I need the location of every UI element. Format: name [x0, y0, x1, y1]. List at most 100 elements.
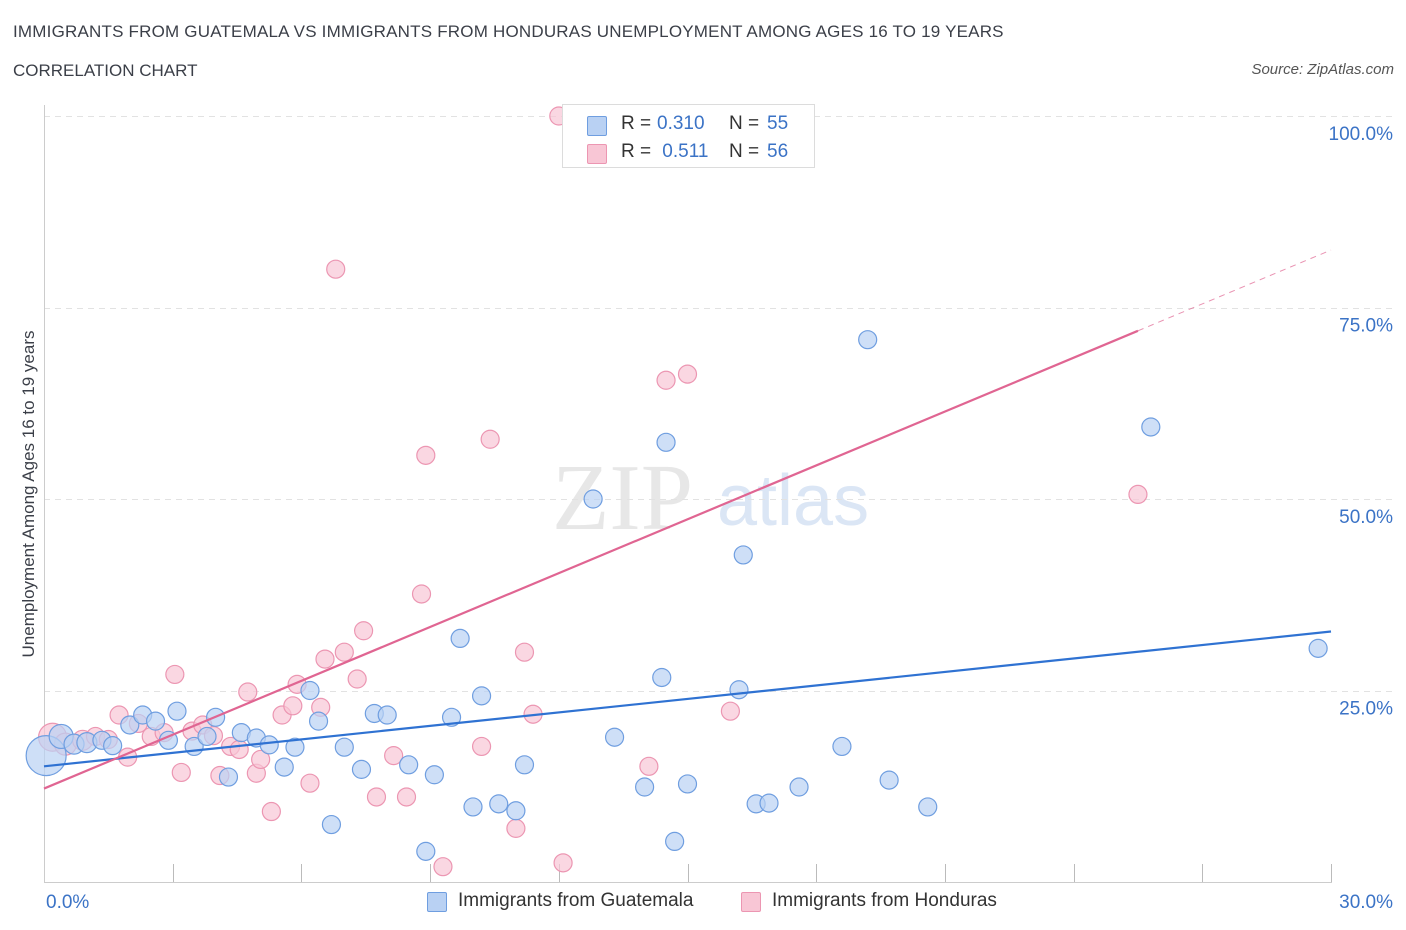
x-axis-tick-labels: 0.0% 30.0% [46, 892, 1393, 913]
x-tick-label: 30.0% [1339, 892, 1393, 913]
guatemala-point [197, 726, 217, 747]
guatemala-point [351, 759, 372, 779]
honduras-point [251, 749, 271, 770]
honduras-point [656, 370, 676, 390]
watermark-zip: ZIP [552, 446, 693, 550]
honduras-point [514, 642, 535, 662]
r-label: R = [621, 113, 652, 134]
honduras-swatch [587, 144, 607, 164]
honduras-point [165, 664, 185, 685]
r-value: 0.511 [657, 141, 709, 162]
guatemala-point [665, 831, 685, 852]
guatemala-point [506, 801, 526, 821]
honduras-point [315, 649, 335, 669]
honduras-point [229, 739, 249, 760]
honduras-point [326, 259, 346, 279]
chart-subtitle: CORRELATION CHART [13, 61, 198, 80]
n-label: N = [729, 113, 760, 134]
grid-lines [44, 116, 1395, 692]
honduras-legend-label: Immigrants from Honduras [772, 890, 997, 911]
honduras-point [471, 736, 492, 757]
honduras-point [366, 787, 387, 807]
watermark: ZIP atlas [552, 446, 869, 550]
y-tick-label: 100.0% [1329, 124, 1394, 145]
x-axis-ticks [173, 864, 1332, 882]
honduras-point [354, 621, 374, 641]
guatemala-points [25, 330, 1328, 861]
guatemala-point [145, 711, 166, 731]
guatemala-point [308, 711, 329, 731]
guatemala-point [377, 705, 397, 725]
honduras-point [416, 445, 436, 465]
guatemala-point [399, 755, 419, 775]
chart-title: IMMIGRANTS FROM GUATEMALA VS IMMIGRANTS … [13, 22, 1004, 41]
guatemala-swatch [427, 892, 447, 912]
honduras-point [1128, 484, 1148, 505]
guatemala-point [450, 628, 470, 649]
honduras-point [411, 584, 432, 604]
guatemala-point [416, 841, 436, 861]
n-value: 55 [767, 113, 789, 134]
guatemala-point [634, 777, 655, 797]
honduras-point [677, 364, 698, 384]
honduras-point [480, 429, 500, 449]
guatemala-point [604, 727, 625, 747]
guatemala-point [463, 797, 483, 817]
r-value: 0.310 [657, 113, 705, 134]
honduras-point [261, 801, 281, 822]
guatemala-point [733, 545, 753, 565]
honduras-point [334, 642, 354, 662]
guatemala-point [321, 814, 342, 835]
watermark-atlas: atlas [717, 461, 869, 541]
guatemala-point [471, 686, 492, 706]
guatemala-point [167, 701, 187, 721]
guatemala-point [424, 765, 444, 785]
guatemala-trend-line [43, 630, 1332, 768]
honduras-point [639, 756, 659, 776]
guatemala-point [918, 797, 938, 817]
x-tick-label: 0.0% [46, 892, 89, 913]
guatemala-point [334, 737, 354, 757]
guatemala-point [729, 680, 749, 700]
honduras-point [720, 701, 741, 721]
guatemala-point [879, 770, 899, 790]
honduras-point [347, 669, 367, 689]
guatemala-point [1141, 417, 1161, 437]
guatemala-point [285, 737, 305, 757]
y-tick-label: 75.0% [1339, 316, 1393, 337]
guatemala-point [120, 715, 140, 735]
honduras-point [384, 746, 404, 766]
guatemala-point [274, 757, 294, 777]
honduras-point [553, 853, 573, 873]
guatemala-point [789, 777, 809, 797]
guatemala-point [103, 736, 123, 756]
y-axis-label: Unemployment Among Ages 16 to 19 years [19, 331, 38, 658]
honduras-trend-line [43, 329, 1139, 790]
y-tick-label: 50.0% [1339, 507, 1393, 528]
honduras-point [300, 773, 320, 793]
guatemala-point [583, 489, 603, 509]
trend-lines [43, 249, 1332, 790]
honduras-trend-extension [1137, 249, 1332, 332]
guatemala-point [514, 755, 535, 775]
honduras-swatch [741, 892, 761, 912]
guatemala-point [489, 794, 509, 814]
guatemala-point [677, 774, 698, 794]
r-label: R = [621, 141, 652, 162]
guatemala-point [858, 330, 878, 350]
guatemala-point [441, 707, 462, 727]
n-value: 56 [767, 141, 789, 162]
honduras-point [396, 787, 417, 807]
guatemala-point [832, 736, 852, 757]
source-label: Source: ZipAtlas.com [1251, 61, 1394, 78]
n-label: N = [729, 141, 760, 162]
y-tick-label: 25.0% [1339, 699, 1393, 720]
honduras-point [238, 682, 258, 702]
guatemala-swatch [587, 116, 607, 136]
honduras-point [433, 857, 453, 877]
guatemala-point [656, 432, 676, 452]
guatemala-point [652, 667, 672, 688]
honduras-point [283, 696, 303, 716]
honduras-point [506, 818, 526, 838]
